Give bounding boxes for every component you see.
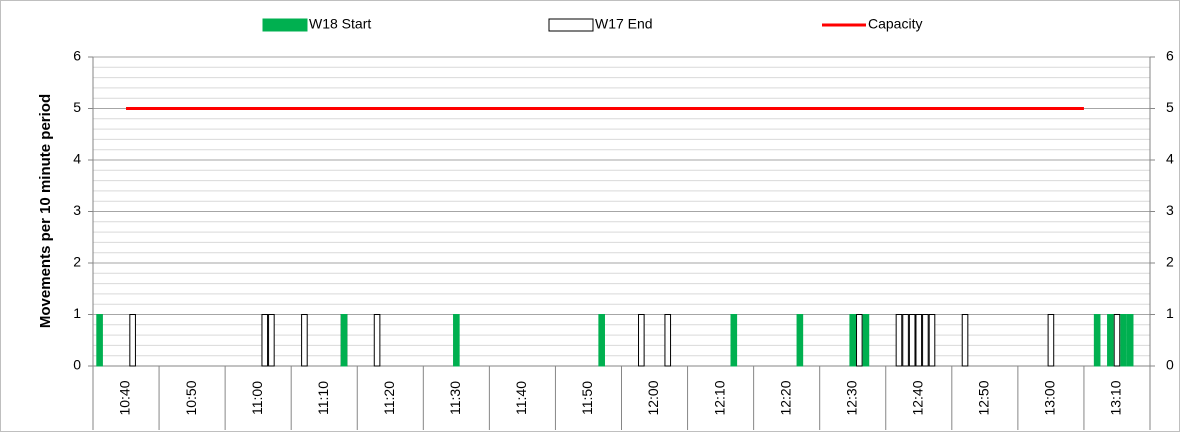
y-tick-label: 0: [73, 357, 81, 373]
legend-label: W17 End: [595, 16, 653, 32]
y2-tick-label: 5: [1166, 99, 1174, 115]
x-tick-label: 12:00: [645, 380, 661, 415]
bar: [730, 314, 738, 367]
bar: [598, 314, 605, 367]
x-tick-label: 10:50: [183, 380, 199, 415]
y-tick-label: 3: [73, 202, 81, 218]
legend-label: W18 Start: [309, 16, 371, 32]
y2-tick-label: 3: [1166, 202, 1174, 218]
bar: [638, 314, 645, 367]
x-tick-label: 11:10: [315, 381, 331, 415]
bar: [849, 314, 857, 367]
bar: [902, 314, 909, 367]
x-tick-label: 12:50: [976, 380, 992, 415]
bar: [96, 314, 103, 367]
y-axis-label: Movements per 10 minute period: [37, 94, 54, 328]
bar: [922, 314, 929, 367]
x-tick-label: 11:20: [381, 381, 397, 415]
x-tick-label: 12:20: [777, 380, 793, 415]
legend-label: Capacity: [868, 16, 922, 32]
y-tick-label: 2: [73, 254, 81, 270]
y-tick-label: 6: [73, 48, 81, 64]
bar: [340, 314, 348, 367]
bar: [796, 314, 804, 367]
bar: [1047, 314, 1055, 367]
bar: [1113, 314, 1121, 367]
x-tick-label: 13:10: [1108, 380, 1124, 415]
bar: [1126, 314, 1134, 367]
bar: [261, 314, 269, 367]
y2-tick-label: 2: [1166, 254, 1174, 270]
legend-swatch: [548, 18, 594, 32]
y-tick-label: 5: [73, 99, 81, 115]
bar: [856, 314, 863, 367]
bar: [862, 314, 870, 367]
bar: [908, 314, 916, 367]
y2-tick-label: 1: [1166, 305, 1174, 321]
y-tick-label: 1: [73, 305, 81, 321]
x-tick-label: 13:00: [1042, 380, 1058, 415]
bar: [453, 314, 460, 367]
bar: [301, 314, 308, 367]
x-tick-label: 12:10: [711, 380, 727, 415]
x-tick-label: 12:40: [909, 380, 925, 415]
bar: [129, 314, 136, 367]
bar: [664, 314, 672, 367]
x-tick-label: 10:40: [117, 380, 133, 415]
x-tick-label: 11:30: [447, 381, 463, 415]
bar: [373, 314, 381, 367]
legend-swatch: [262, 18, 308, 32]
bar: [1107, 314, 1114, 367]
bar: [915, 314, 923, 367]
bar: [895, 314, 903, 367]
bar: [961, 314, 969, 367]
y2-tick-label: 6: [1166, 48, 1174, 64]
y-tick-label: 4: [73, 151, 81, 167]
x-tick-label: 11:00: [249, 381, 265, 415]
bar: [1120, 314, 1127, 367]
y2-tick-label: 4: [1166, 151, 1174, 167]
bar: [268, 314, 275, 367]
x-tick-label: 11:50: [579, 381, 595, 415]
bar: [928, 314, 936, 367]
x-tick-label: 11:40: [513, 381, 529, 415]
bar: [1093, 314, 1101, 367]
y2-tick-label: 0: [1166, 357, 1174, 373]
x-tick-label: 12:30: [843, 380, 859, 415]
